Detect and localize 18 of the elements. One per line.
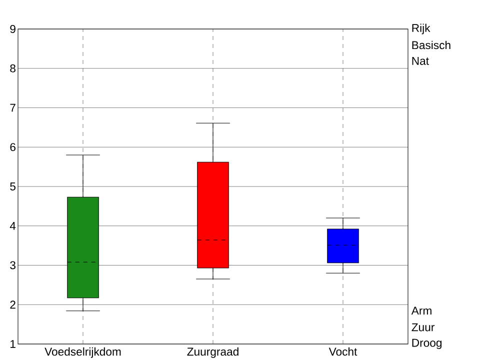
x-tick-label: Voedselrijkdom: [44, 347, 121, 358]
y-tick-label: 5: [10, 182, 16, 190]
text: Zuur: [412, 323, 434, 332]
y-tick-label: 9: [10, 25, 16, 34]
x-tick-label: Vocht: [328, 347, 358, 356]
text: Arm: [411, 306, 432, 315]
y-tick-label: 8: [10, 64, 16, 72]
text: Nat: [412, 57, 429, 65]
text: Basisch: [412, 40, 450, 50]
text: Rijk: [412, 24, 430, 34]
x-tick-label: Zuurgraad: [187, 347, 238, 358]
y-tick-label: 3: [10, 261, 16, 270]
y-tick-label: 6: [10, 143, 16, 152]
y-tick-label: 4: [10, 222, 16, 230]
y-tick-label: 2: [10, 300, 16, 309]
y-tick-label: 7: [10, 104, 16, 112]
y-tick-label: 1: [10, 340, 16, 348]
text: Droog: [412, 338, 442, 350]
